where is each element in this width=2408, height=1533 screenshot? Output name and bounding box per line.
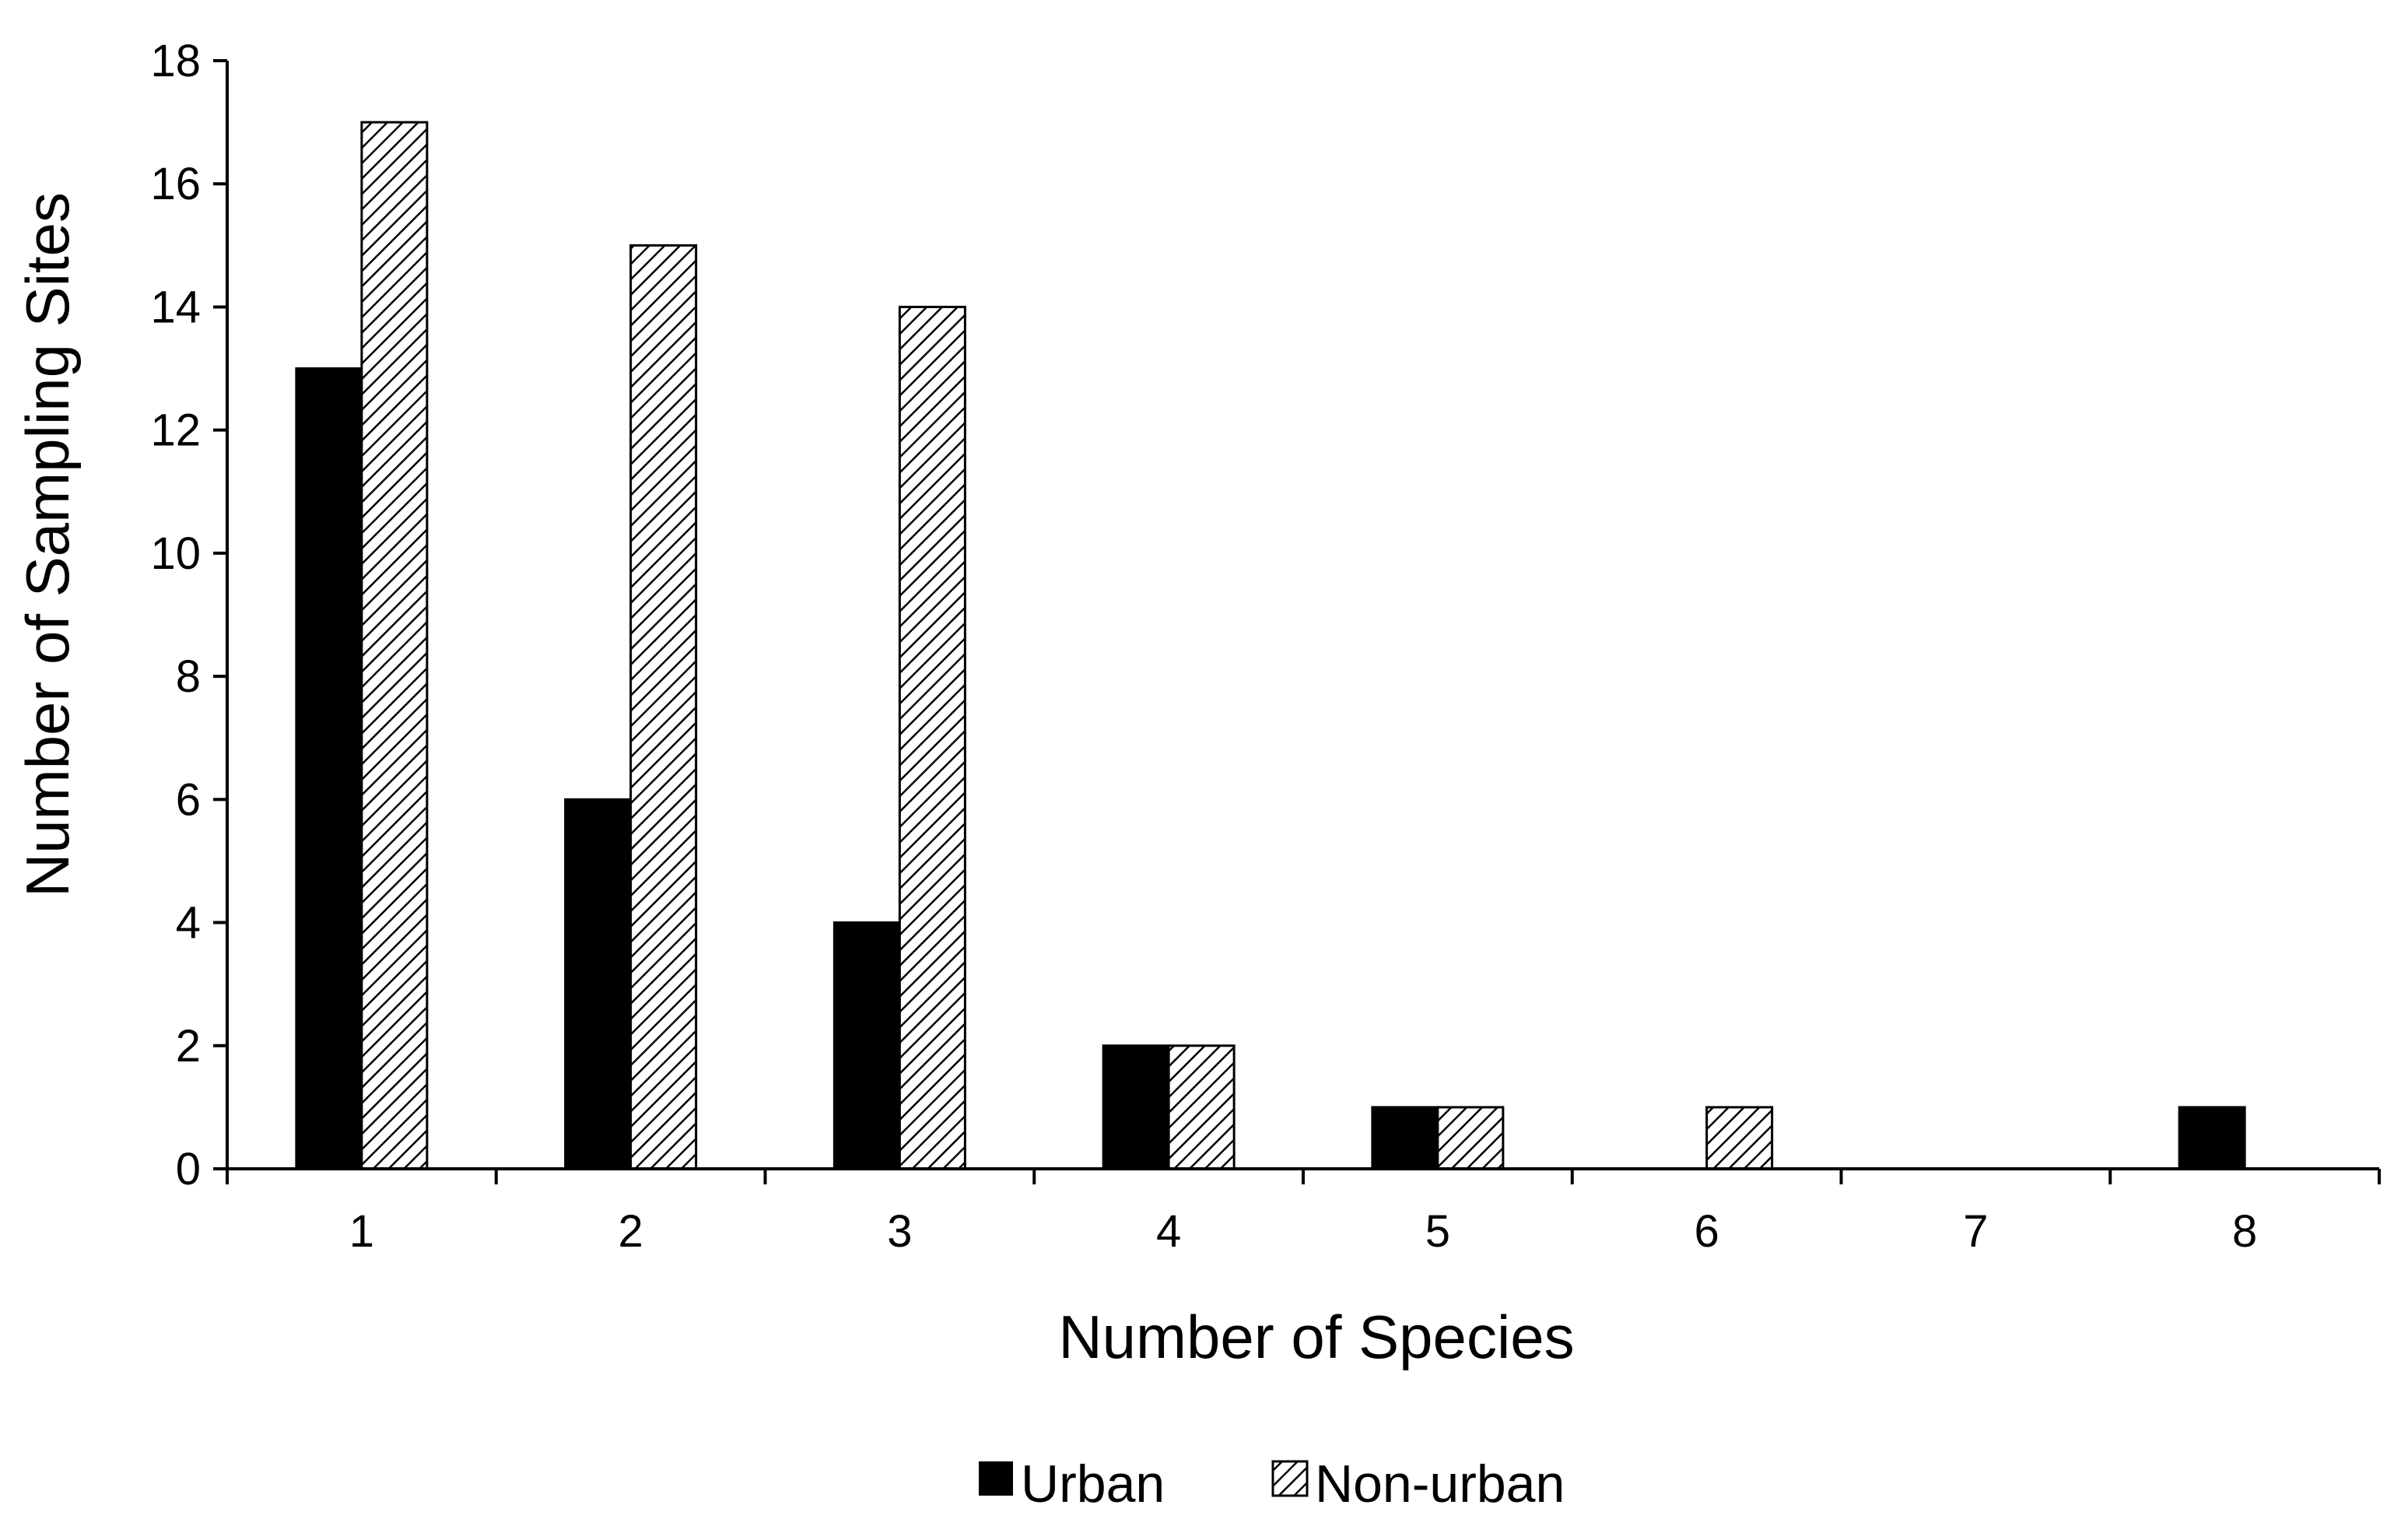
x-tick-group: 1 2 3 4 5 6 7 8 xyxy=(226,1169,2381,1257)
y-axis-title: Number of Sampling Sites xyxy=(13,192,82,897)
y-tick-group: 0 2 4 6 8 10 12 14 16 18 xyxy=(150,36,227,1194)
y-tick-label-8: 8 xyxy=(176,651,201,702)
y-tick-label-14: 14 xyxy=(150,282,201,332)
x-tick-label-7: 7 xyxy=(1963,1206,1988,1257)
legend-label-non-urban: Non-urban xyxy=(1315,1454,1565,1514)
y-tick-label-0: 0 xyxy=(176,1144,201,1194)
bar-urban-3 xyxy=(832,921,901,1170)
bar-non-urban-4 xyxy=(1167,1044,1236,1170)
bar-non-urban-1 xyxy=(360,121,429,1170)
x-tick-label-6: 6 xyxy=(1694,1206,1719,1257)
bar-urban-5 xyxy=(1371,1106,1439,1170)
bar-non-urban-6 xyxy=(1705,1106,1774,1170)
bar-urban-4 xyxy=(1102,1044,1170,1170)
x-tick-label-1: 1 xyxy=(349,1206,374,1257)
legend-swatch-non-urban xyxy=(1271,1460,1309,1497)
x-tick-label-8: 8 xyxy=(2232,1206,2257,1257)
bar-non-urban-5 xyxy=(1436,1106,1505,1170)
legend-swatch-urban xyxy=(979,1461,1013,1496)
x-tick-label-2: 2 xyxy=(618,1206,643,1257)
legend-label-urban: Urban xyxy=(1021,1454,1165,1514)
y-tick-label-2: 2 xyxy=(176,1021,201,1072)
y-tick-label-18: 18 xyxy=(150,36,201,86)
bar-non-urban-3 xyxy=(898,305,966,1170)
bar-non-urban-2 xyxy=(629,244,698,1170)
legend: Urban Non-urban xyxy=(979,1454,1565,1514)
y-tick-label-6: 6 xyxy=(176,774,201,825)
x-tick-label-3: 3 xyxy=(887,1206,912,1257)
bar-urban-8 xyxy=(2178,1106,2246,1170)
x-tick-label-4: 4 xyxy=(1156,1206,1181,1257)
x-axis-title: Number of Species xyxy=(1058,1303,1574,1371)
y-tick-label-16: 16 xyxy=(150,159,201,209)
bar-group xyxy=(295,121,2246,1170)
y-tick-label-4: 4 xyxy=(176,898,201,949)
bar-urban-2 xyxy=(564,798,633,1170)
y-tick-label-10: 10 xyxy=(150,528,201,579)
y-tick-label-12: 12 xyxy=(150,405,201,456)
bar-urban-1 xyxy=(295,367,363,1170)
x-tick-label-5: 5 xyxy=(1425,1206,1450,1257)
